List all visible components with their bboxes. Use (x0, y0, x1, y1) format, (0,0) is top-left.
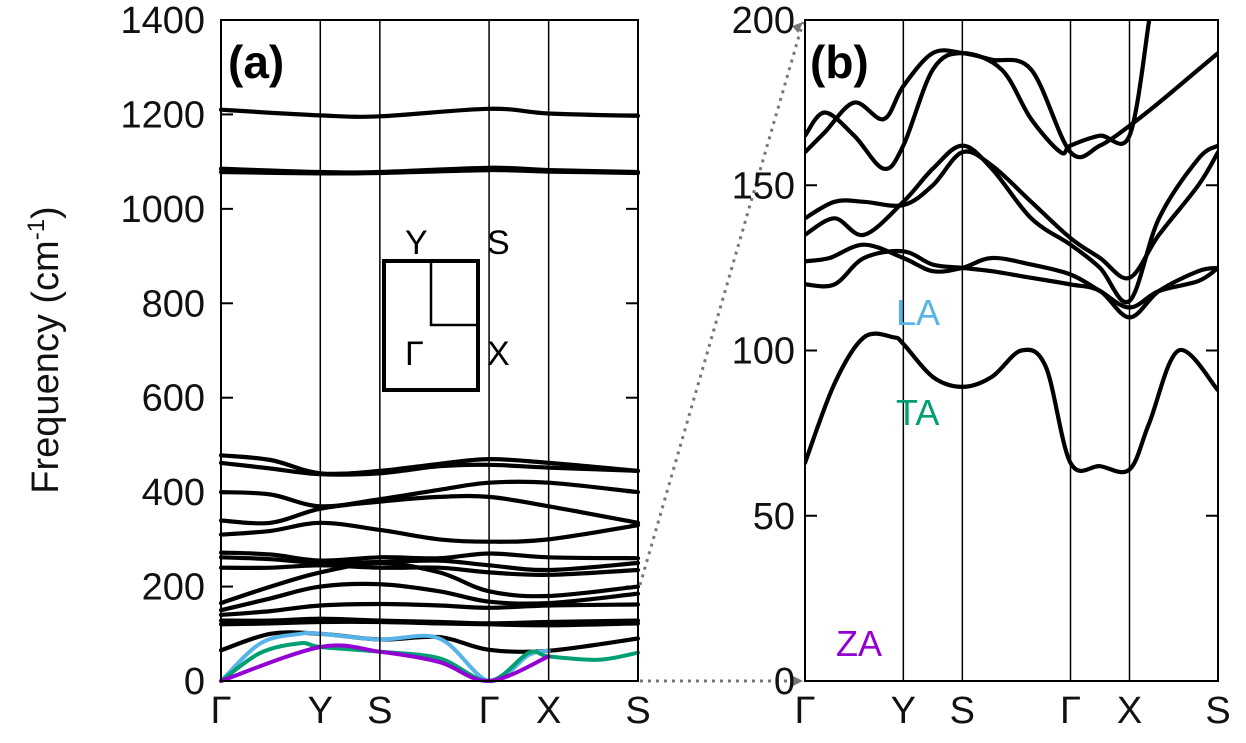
panel-a-series-line-branch-6 (218, 493, 641, 526)
panel-a-frame (220, 19, 639, 682)
panel-a-y-tick-label: 600 (142, 378, 205, 420)
panel-a-y-tick-label: 1400 (120, 0, 205, 42)
brillouin-zone-inset: Y S Γ X (382, 224, 510, 392)
inset-label-s: S (487, 224, 510, 262)
panel-a-label: (a) (228, 36, 284, 88)
panel-b-series-group (805, 20, 1218, 475)
zoom-connector (638, 21, 805, 687)
panel-b-x-tick-label: Γ (795, 690, 816, 732)
panel-b-series-line-branch-4 (805, 143, 1218, 305)
panel-a-y-tick-label: 0 (184, 661, 205, 703)
panel-a-x-tick-label: X (536, 690, 561, 732)
inset-label-y: Y (405, 224, 428, 262)
panel-b-series-line-branch-3 (805, 149, 1218, 281)
panel-a-x-tick-label: S (625, 690, 650, 732)
panel-a-y-tick-label: 200 (142, 567, 205, 609)
panel-a-series-line-branch-13 (218, 601, 641, 617)
panel-a-y-tick-label: 1000 (120, 189, 205, 231)
mode-label-za: ZA (836, 623, 882, 664)
panel-a-high-symmetry-lines (319, 20, 550, 681)
panel-a-y-axis: 0 200 400 600 800 1000 1200 1400 (120, 0, 638, 703)
panel-a-series-line-branch-2 (218, 167, 641, 176)
panel-b-series-line-branch-6 (805, 20, 1152, 171)
panel-b-y-tick-label: 0 (774, 661, 795, 703)
panel-b-frame (804, 19, 1219, 682)
panel-b-x-tick-label: S (950, 690, 975, 732)
panel-a-x-tick-label: Y (308, 690, 333, 732)
y-axis-title: Frequency (cm-1) (23, 206, 67, 493)
panel-b-y-tick-label: 150 (732, 165, 795, 207)
panel-b-x-tick-label: Γ (1060, 690, 1081, 732)
panel-b-y-tick-label: 100 (732, 331, 795, 373)
inset-label-gamma: Γ (405, 335, 424, 373)
inset-irreducible-wedge (429, 261, 478, 327)
panel-b-x-tick-label: X (1117, 690, 1142, 732)
panel-a-series-line-branch-0 (218, 106, 641, 119)
mode-label-la: LA (896, 292, 940, 333)
panel-a-x-tick-label: S (367, 690, 392, 732)
panel-a-y-tick-label: 400 (142, 472, 205, 514)
zoom-line-top (638, 21, 805, 586)
panel-b-series-line-branch-0 (805, 331, 1218, 475)
panel-a-series-line-branch-5 (218, 479, 641, 509)
panel-a-y-tick-label: 1200 (120, 94, 205, 136)
panel-b-y-tick-label: 50 (753, 496, 795, 538)
panel-b-y-axis: 0 50 100 150 200 (732, 0, 1218, 703)
panel-b-y-tick-label: 200 (732, 0, 795, 42)
panel-a-y-tick-label: 800 (142, 283, 205, 325)
zoom-arrowhead-bottom (791, 675, 803, 687)
panel-a-series-group (218, 106, 641, 684)
panel-a-x-tick-label: Γ (479, 690, 500, 732)
inset-label-x: X (487, 335, 510, 373)
panel-b-series-line-branch-2 (805, 242, 1218, 310)
panel-a-series-line-branch-7 (218, 520, 641, 544)
panel-a-series-line-la (219, 630, 551, 684)
mode-label-ta: TA (896, 392, 939, 433)
panel-a-x-tick-label: Γ (211, 690, 232, 732)
panel-b-x-tick-label: S (1205, 690, 1230, 732)
panel-a-series-line-ta (219, 641, 640, 683)
panel-b-label: (b) (810, 36, 869, 88)
zoom-arrowhead-top (792, 22, 803, 33)
panel-b-high-symmetry-lines (902, 20, 1131, 681)
panel-b-x-tick-label: Y (891, 690, 916, 732)
